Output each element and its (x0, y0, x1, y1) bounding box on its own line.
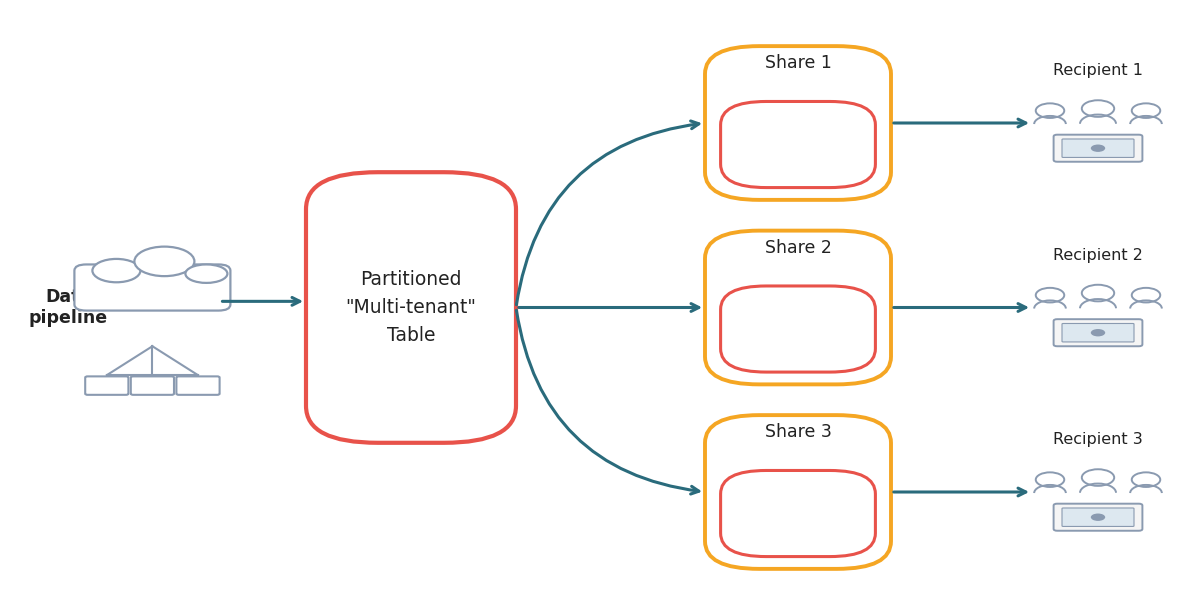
FancyBboxPatch shape (1054, 504, 1142, 531)
FancyBboxPatch shape (306, 172, 516, 443)
Circle shape (1091, 514, 1105, 521)
FancyBboxPatch shape (85, 376, 128, 395)
Text: Partitioned
"Multi-tenant"
Table: Partitioned "Multi-tenant" Table (346, 270, 476, 345)
Text: Recipient 1: Recipient 1 (1054, 63, 1142, 78)
FancyBboxPatch shape (74, 264, 230, 311)
FancyBboxPatch shape (720, 101, 876, 188)
Text: Partition 1: Partition 1 (745, 135, 851, 154)
Text: Recipient 2: Recipient 2 (1054, 248, 1142, 263)
FancyBboxPatch shape (1062, 139, 1134, 157)
FancyBboxPatch shape (131, 376, 174, 395)
Text: Share 2: Share 2 (764, 239, 832, 257)
FancyBboxPatch shape (720, 470, 876, 557)
FancyBboxPatch shape (176, 376, 220, 395)
Text: Partition 3: Partition 3 (745, 504, 851, 523)
Ellipse shape (185, 264, 228, 283)
Text: Partition 2: Partition 2 (745, 320, 851, 338)
Ellipse shape (134, 247, 194, 276)
Text: Share 3: Share 3 (764, 423, 832, 442)
FancyBboxPatch shape (1054, 319, 1142, 346)
FancyBboxPatch shape (1054, 135, 1142, 162)
FancyBboxPatch shape (720, 286, 876, 372)
Ellipse shape (92, 259, 140, 282)
Circle shape (1091, 145, 1105, 152)
Text: Recipient 3: Recipient 3 (1054, 432, 1142, 447)
FancyBboxPatch shape (706, 46, 892, 200)
FancyBboxPatch shape (706, 415, 892, 569)
FancyBboxPatch shape (706, 231, 892, 384)
FancyBboxPatch shape (1062, 323, 1134, 342)
Text: Data
pipeline: Data pipeline (29, 288, 108, 327)
Text: Share 1: Share 1 (764, 54, 832, 73)
FancyBboxPatch shape (1062, 508, 1134, 526)
Circle shape (1091, 329, 1105, 336)
